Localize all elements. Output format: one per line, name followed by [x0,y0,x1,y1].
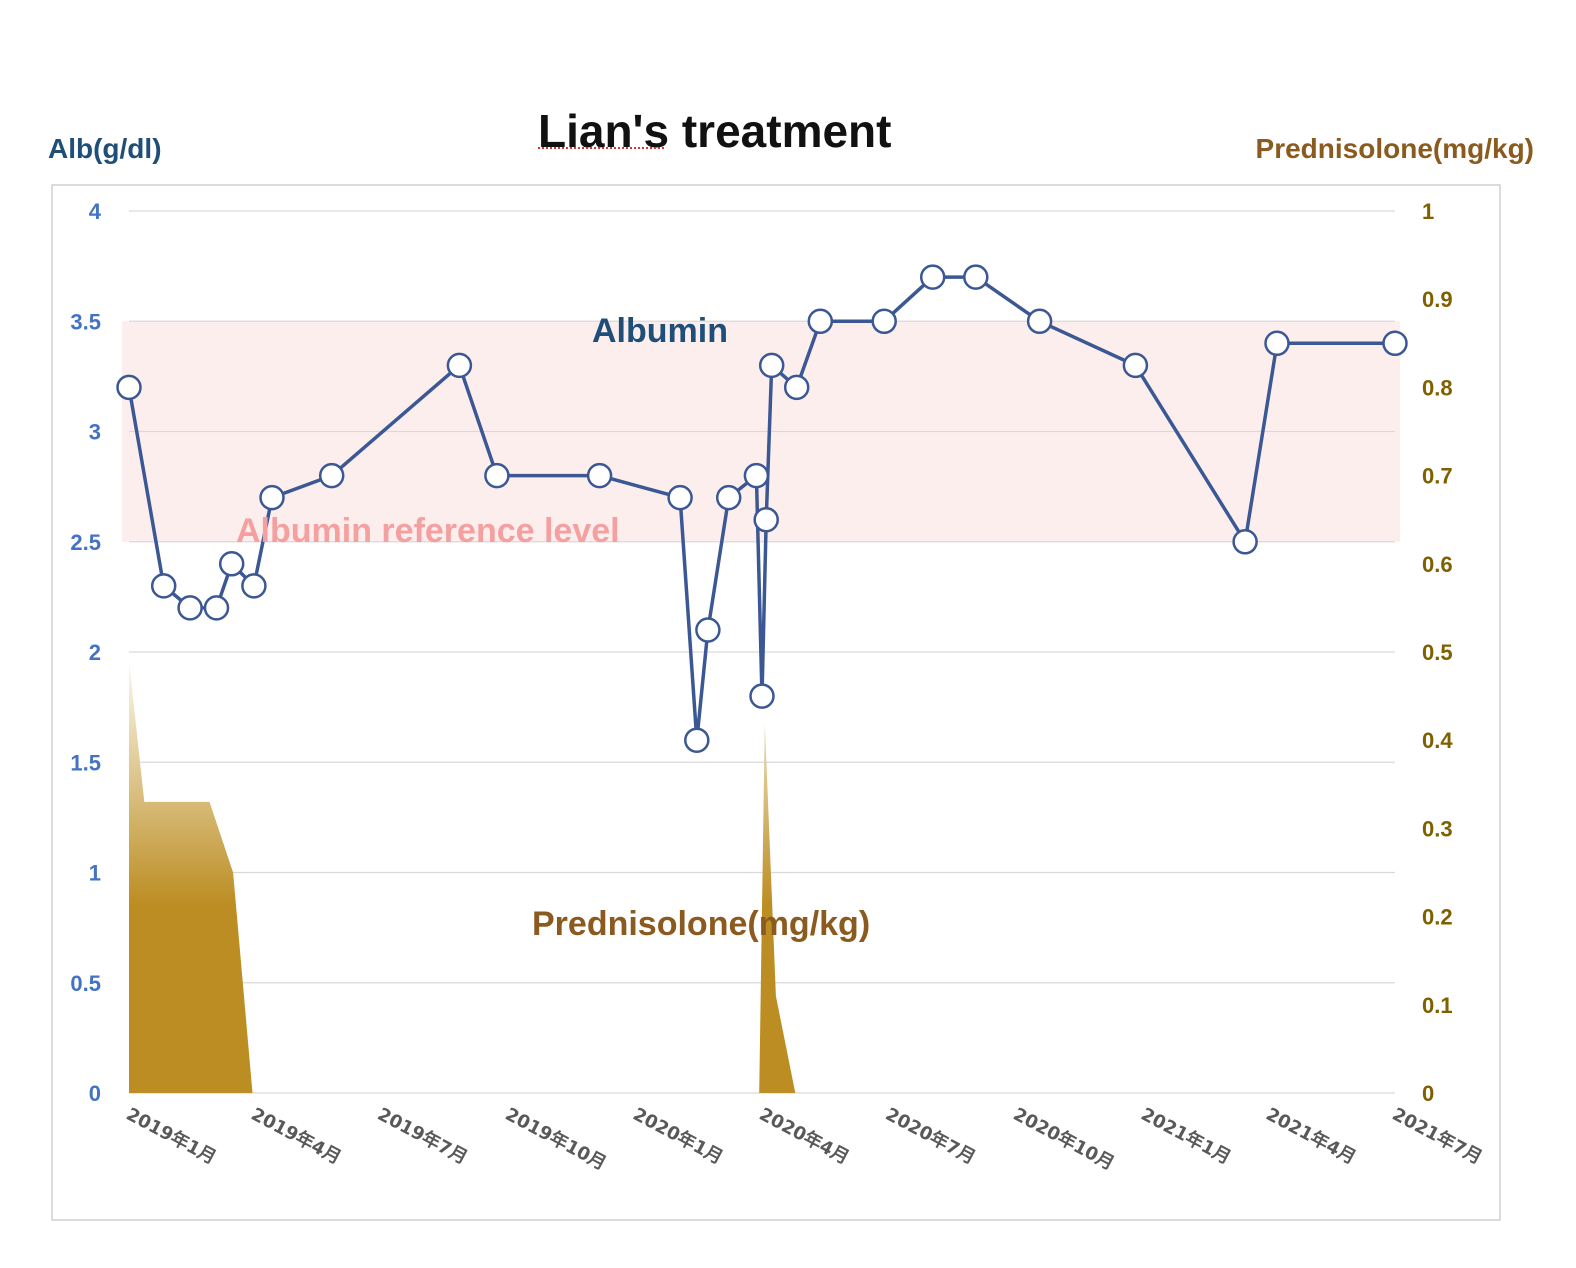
albumin-point [318,462,345,489]
y-left-tick-label: 1 [89,861,101,886]
albumin-point [749,683,775,709]
albumin-point [743,462,770,489]
y-right-axis: 0 0.1 0.2 0.3 0.4 0.5 0.6 0.7 0.8 0.9 1 [1422,199,1453,1106]
y-right-tick-label: 1 [1422,199,1434,224]
y-left-tick-label: 3 [89,420,101,445]
y-right-tick-label: 0.6 [1422,552,1453,577]
y-left-tick-label: 2.5 [70,530,101,555]
y-right-tick-label: 0.4 [1422,728,1453,753]
y-left-tick-label: 2 [89,640,101,665]
chart-title: Lian's treatment [538,105,891,157]
albumin-point [919,264,946,290]
y-left-tick-label: 1.5 [70,750,101,775]
albumin-point [116,374,142,401]
albumin-point [1382,330,1408,357]
albumin-point [241,573,267,599]
y-right-tick-label: 0.7 [1422,464,1453,489]
y-left-axis-title: Alb(g/dl) [48,133,162,164]
albumin-line-layer [116,264,1408,753]
albumin-point [446,352,473,379]
y-right-tick-label: 0.9 [1422,287,1453,312]
albumin-point [218,551,245,577]
albumin-point [1122,352,1149,379]
y-right-tick-label: 0.1 [1422,993,1453,1018]
y-left-tick-label: 4 [89,199,102,224]
albumin-point [871,308,897,335]
y-right-axis-title: Prednisolone(mg/kg) [1256,133,1534,164]
albumin-point [177,595,203,621]
albumin-point [783,374,810,401]
y-right-tick-label: 0.8 [1422,375,1453,400]
prednisolone-area [129,660,796,1093]
albumin-point [695,617,721,643]
y-right-tick-label: 0.2 [1422,905,1453,930]
prednisolone-annotation: Prednisolone(mg/kg) [532,905,870,943]
reference-level-annotation: Albumin reference level [236,512,620,550]
albumin-point [586,462,613,489]
albumin-point [1232,529,1258,555]
albumin-point [203,595,230,621]
albumin-point [484,462,510,489]
albumin-point [807,308,834,335]
albumin-point [753,506,779,533]
y-left-axis: 0 0.5 1 1.5 2 2.5 3 3.5 4 [70,199,101,1106]
y-right-tick-label: 0.5 [1422,640,1453,665]
albumin-point [715,484,742,511]
y-left-tick-label: 0 [89,1081,101,1106]
albumin-point [963,264,989,290]
albumin-point [667,484,693,511]
albumin-point [684,727,710,753]
albumin-point [259,484,285,511]
y-right-tick-label: 0.3 [1422,816,1453,841]
albumin-point [1264,330,1290,357]
prednisolone-area-layer [129,660,796,1093]
y-right-tick-label: 0 [1422,1081,1434,1106]
y-left-tick-label: 0.5 [70,971,101,996]
albumin-point [150,573,177,599]
y-left-tick-label: 3.5 [70,309,101,334]
albumin-point [1026,308,1053,335]
albumin-point [758,352,785,379]
albumin-annotation: Albumin [592,312,728,350]
